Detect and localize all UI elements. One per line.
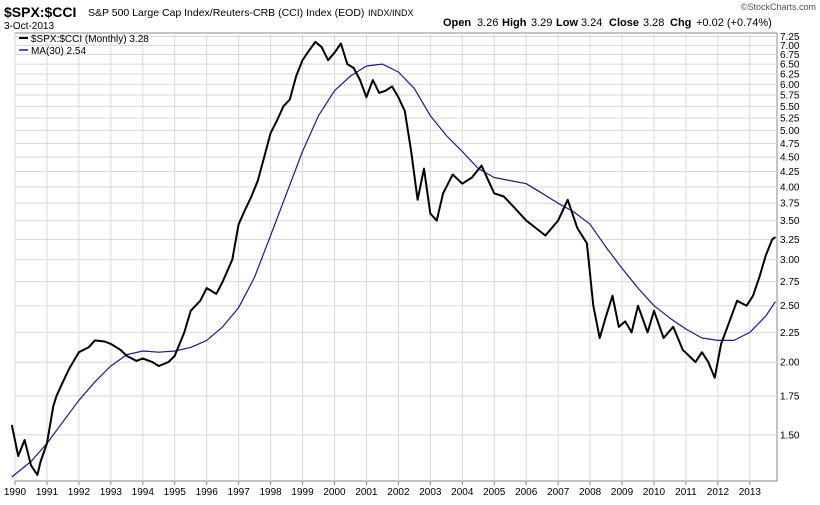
- close-label: Close: [609, 17, 639, 29]
- chart-symbol: $SPX:$CCI: [4, 4, 76, 20]
- y-tick-label: 3.25: [780, 235, 800, 246]
- ma30-line: [11, 63, 776, 478]
- x-tick-label: 2004: [451, 487, 474, 498]
- y-tick-label: 5.50: [780, 102, 800, 113]
- x-tick-label: 1997: [228, 487, 251, 498]
- chart-description: S&P 500 Large Cap Index/Reuters-CRB (CCI…: [88, 7, 364, 19]
- x-tick-label: 2011: [675, 487, 697, 498]
- x-tick-label: 2005: [483, 487, 506, 498]
- series-layer: [10, 40, 777, 478]
- x-tick-label: 2009: [611, 487, 634, 498]
- y-tick-label: 2.25: [780, 328, 800, 339]
- x-tick-label: 1999: [291, 487, 314, 498]
- y-tick-label: 5.75: [780, 91, 800, 102]
- x-tick-label: 2013: [739, 487, 762, 498]
- x-tick-label: 2012: [707, 487, 730, 498]
- y-tick-label: 1.50: [780, 430, 800, 441]
- x-tick-label: 1994: [132, 487, 155, 498]
- low-label: Low: [556, 17, 578, 29]
- high-label: High: [502, 17, 527, 29]
- legend-label-price: $SPX:$CCI (Monthly) 3.28: [31, 34, 149, 45]
- x-tick-label: 1993: [100, 487, 123, 498]
- x-tick-label: 1991: [36, 487, 59, 498]
- plot-area: [14, 32, 778, 482]
- stockcharts-watermark: ©StockCharts.com: [741, 2, 816, 12]
- legend: $SPX:$CCI (Monthly) 3.28 MA(30) 2.54: [19, 34, 149, 57]
- x-tick-label: 2002: [387, 487, 410, 498]
- y-axis: 1.50 1.75 2.00 2.25 2.50 2.75 3.00 3.25 3.50 3.75…: [780, 32, 800, 441]
- open-value: 3.26: [477, 17, 498, 29]
- x-tick-label: 2006: [515, 487, 538, 498]
- x-tick-label: 1996: [196, 487, 219, 498]
- y-tick-label: 6.75: [780, 50, 800, 61]
- chart-date: 3-Oct-2013: [4, 21, 54, 32]
- x-tick-label: 1992: [68, 487, 91, 498]
- x-tick-label: 1995: [164, 487, 187, 498]
- open-label: Open: [443, 17, 471, 29]
- high-value: 3.29: [531, 17, 552, 29]
- y-tick-label: 7.25: [780, 32, 800, 43]
- y-tick-label: 6.00: [780, 80, 800, 91]
- y-tick-label: 5.00: [780, 126, 800, 137]
- y-tick-label: 7.00: [780, 41, 800, 52]
- price-ratio-line: [10, 40, 777, 476]
- y-tick-label: 3.75: [780, 199, 800, 210]
- legend-label-ma: MA(30) 2.54: [31, 46, 86, 57]
- y-tick-label: 4.25: [780, 167, 800, 178]
- y-tick-label: 6.25: [780, 69, 800, 80]
- y-tick-label: 2.75: [780, 277, 800, 288]
- x-tick-label: 2007: [547, 487, 570, 498]
- y-tick-label: 6.50: [780, 60, 800, 71]
- x-tick-label: 2008: [579, 487, 602, 498]
- x-tick-label: 2010: [643, 487, 666, 498]
- close-value: 3.28: [643, 17, 664, 29]
- x-tick-label: 1990: [4, 487, 27, 498]
- y-tick-label: 5.25: [780, 114, 800, 125]
- low-value: 3.24: [581, 17, 602, 29]
- x-tick-label: 2001: [355, 487, 378, 498]
- x-tick-label: 1998: [259, 487, 282, 498]
- y-tick-label: 4.50: [780, 153, 800, 164]
- y-tick-label: 2.50: [780, 301, 800, 312]
- chg-label: Chg: [670, 17, 691, 29]
- y-tick-label: 2.00: [780, 358, 800, 369]
- x-tick-label: 2003: [419, 487, 442, 498]
- chg-value: +0.02 (+0.74%): [696, 17, 772, 29]
- y-tick-label: 4.75: [780, 139, 800, 150]
- x-axis: 1990 1991 1992 1993 1994 1995 1996 1997 1998 1999…: [4, 481, 762, 498]
- y-tick-label: 1.75: [780, 391, 800, 402]
- y-tick-label: 4.00: [780, 182, 800, 193]
- y-tick-label: 3.50: [780, 216, 800, 227]
- chart-exchange: INDX/INDX: [368, 8, 414, 18]
- y-tick-label: 3.00: [780, 255, 800, 266]
- x-tick-label: 2000: [323, 487, 346, 498]
